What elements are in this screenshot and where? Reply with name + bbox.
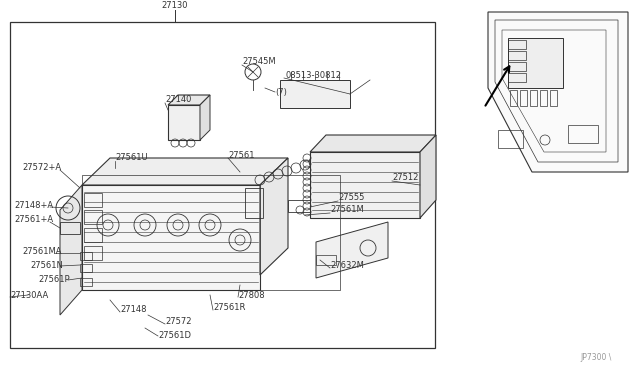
Text: 27632M: 27632M: [330, 260, 364, 269]
Polygon shape: [420, 135, 436, 218]
Text: 27572: 27572: [165, 317, 191, 327]
Bar: [520, 90, 527, 106]
Bar: [10, 22, 435, 348]
Bar: [288, 200, 310, 212]
Bar: [80, 278, 92, 286]
Polygon shape: [82, 185, 260, 290]
Bar: [80, 252, 92, 260]
Text: 27148+A: 27148+A: [14, 201, 53, 209]
Text: 27561MA: 27561MA: [22, 247, 61, 257]
Text: 27130: 27130: [162, 1, 188, 10]
Text: 27555: 27555: [338, 193, 364, 202]
Bar: [84, 193, 102, 207]
Text: 27561D: 27561D: [158, 330, 191, 340]
Bar: [84, 246, 102, 260]
Text: 27561N: 27561N: [30, 260, 63, 269]
Bar: [316, 255, 336, 265]
Bar: [80, 264, 92, 272]
Bar: [245, 188, 263, 218]
Text: 27130AA: 27130AA: [10, 291, 48, 299]
Text: 27561: 27561: [228, 151, 255, 160]
Text: 27561M: 27561M: [330, 205, 364, 215]
Text: 27561+A: 27561+A: [14, 215, 53, 224]
Polygon shape: [310, 152, 420, 218]
Polygon shape: [488, 12, 628, 172]
Bar: [508, 40, 526, 49]
Bar: [508, 38, 563, 88]
Bar: [508, 51, 526, 60]
Text: 27148: 27148: [120, 305, 147, 314]
Polygon shape: [60, 185, 82, 315]
Bar: [60, 222, 80, 234]
Bar: [550, 90, 557, 106]
Bar: [84, 228, 102, 242]
Text: 27561U: 27561U: [115, 154, 148, 163]
Bar: [568, 125, 598, 143]
Text: 27561R: 27561R: [213, 304, 245, 312]
Text: 27561P: 27561P: [38, 276, 70, 285]
Bar: [498, 130, 523, 148]
Text: 27808: 27808: [238, 291, 264, 299]
Bar: [530, 90, 537, 106]
Text: 27545M: 27545M: [242, 58, 276, 67]
Polygon shape: [200, 95, 210, 140]
Text: (7): (7): [275, 87, 287, 96]
Bar: [540, 90, 547, 106]
Text: 27140: 27140: [165, 96, 191, 105]
Polygon shape: [168, 95, 210, 105]
Text: 08513-30812: 08513-30812: [285, 71, 341, 80]
Bar: [508, 73, 526, 82]
Polygon shape: [316, 222, 388, 278]
Polygon shape: [310, 135, 436, 152]
Polygon shape: [280, 80, 350, 108]
Polygon shape: [260, 158, 288, 275]
Bar: [84, 210, 102, 224]
Polygon shape: [168, 105, 200, 140]
Text: 27572+A: 27572+A: [22, 164, 61, 173]
Bar: [508, 62, 526, 71]
Bar: [510, 90, 517, 106]
Polygon shape: [82, 158, 288, 185]
Text: JP7300 \: JP7300 \: [580, 353, 612, 362]
Text: 27512: 27512: [392, 173, 419, 183]
